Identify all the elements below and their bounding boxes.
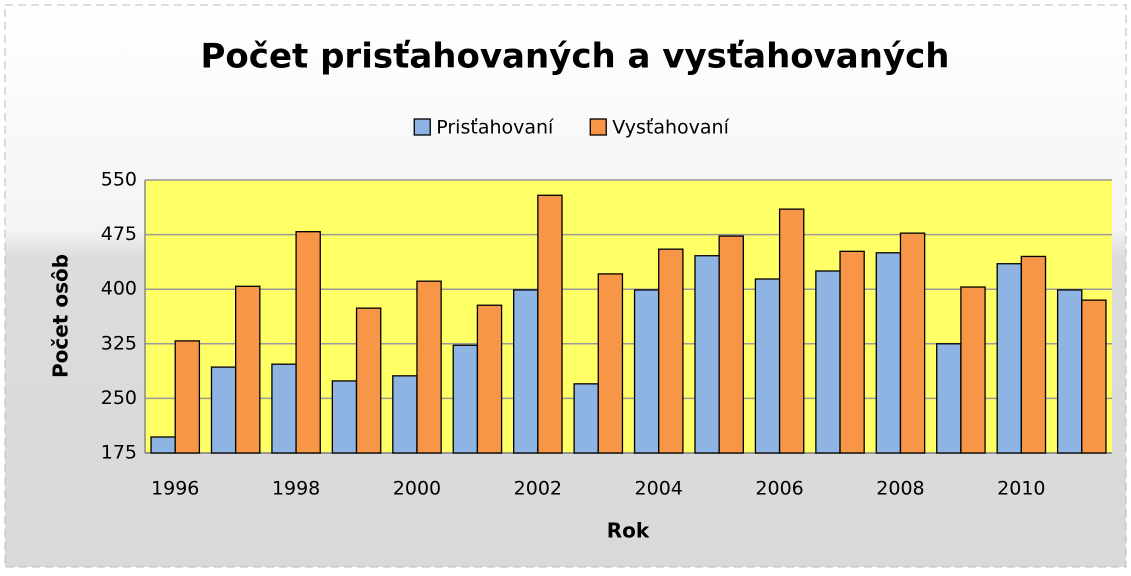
bar <box>573 383 599 454</box>
legend-swatch <box>413 118 431 136</box>
y-tick-label: 175 <box>101 442 137 464</box>
legend-swatch <box>589 118 607 136</box>
x-tick-label: 2002 <box>514 478 562 500</box>
bar <box>658 248 684 454</box>
x-tick-label: 2010 <box>997 478 1045 500</box>
bar <box>150 436 176 454</box>
bar <box>295 231 321 454</box>
bar <box>899 232 926 454</box>
y-tick-label: 475 <box>101 223 137 245</box>
bar <box>815 270 841 454</box>
bar <box>174 340 201 454</box>
y-tick-label: 325 <box>101 332 137 354</box>
bar <box>476 304 503 454</box>
bar <box>754 278 781 454</box>
bar <box>452 344 479 454</box>
y-axis-title: Počet osôb <box>49 254 73 378</box>
chart-title: Počet prisťahovaných a vysťahovaných <box>201 37 950 77</box>
bar <box>1020 255 1047 454</box>
x-tick-label: 2008 <box>876 478 924 500</box>
bar <box>694 255 720 454</box>
x-axis-title: Rok <box>607 519 650 543</box>
bar <box>1081 299 1107 454</box>
bar <box>936 343 962 454</box>
legend-label: Vysťahovaní <box>612 117 729 139</box>
bar <box>875 252 902 454</box>
bar <box>416 280 442 454</box>
bar <box>537 194 563 454</box>
bar <box>210 366 237 454</box>
x-tick-label: 2004 <box>635 478 683 500</box>
y-tick-label: 400 <box>101 278 137 300</box>
bar <box>996 263 1022 454</box>
bar <box>392 375 418 454</box>
bar <box>597 273 624 454</box>
bar <box>355 307 382 454</box>
x-tick-label: 2006 <box>755 478 803 500</box>
bar <box>633 289 660 454</box>
bar <box>1056 289 1083 454</box>
bar <box>718 235 744 454</box>
x-tick-label: 1996 <box>151 478 199 500</box>
bar <box>271 363 297 454</box>
bar <box>839 250 865 454</box>
x-tick-label: 1998 <box>272 478 320 500</box>
bar <box>513 289 539 454</box>
x-tick-label: 2000 <box>393 478 441 500</box>
y-tick-label: 550 <box>101 169 137 191</box>
bar <box>960 286 986 454</box>
bar <box>778 208 805 454</box>
bar <box>331 380 358 454</box>
bar <box>235 285 261 454</box>
legend-label: Prisťahovaní <box>436 117 554 139</box>
y-tick-label: 250 <box>101 387 137 409</box>
